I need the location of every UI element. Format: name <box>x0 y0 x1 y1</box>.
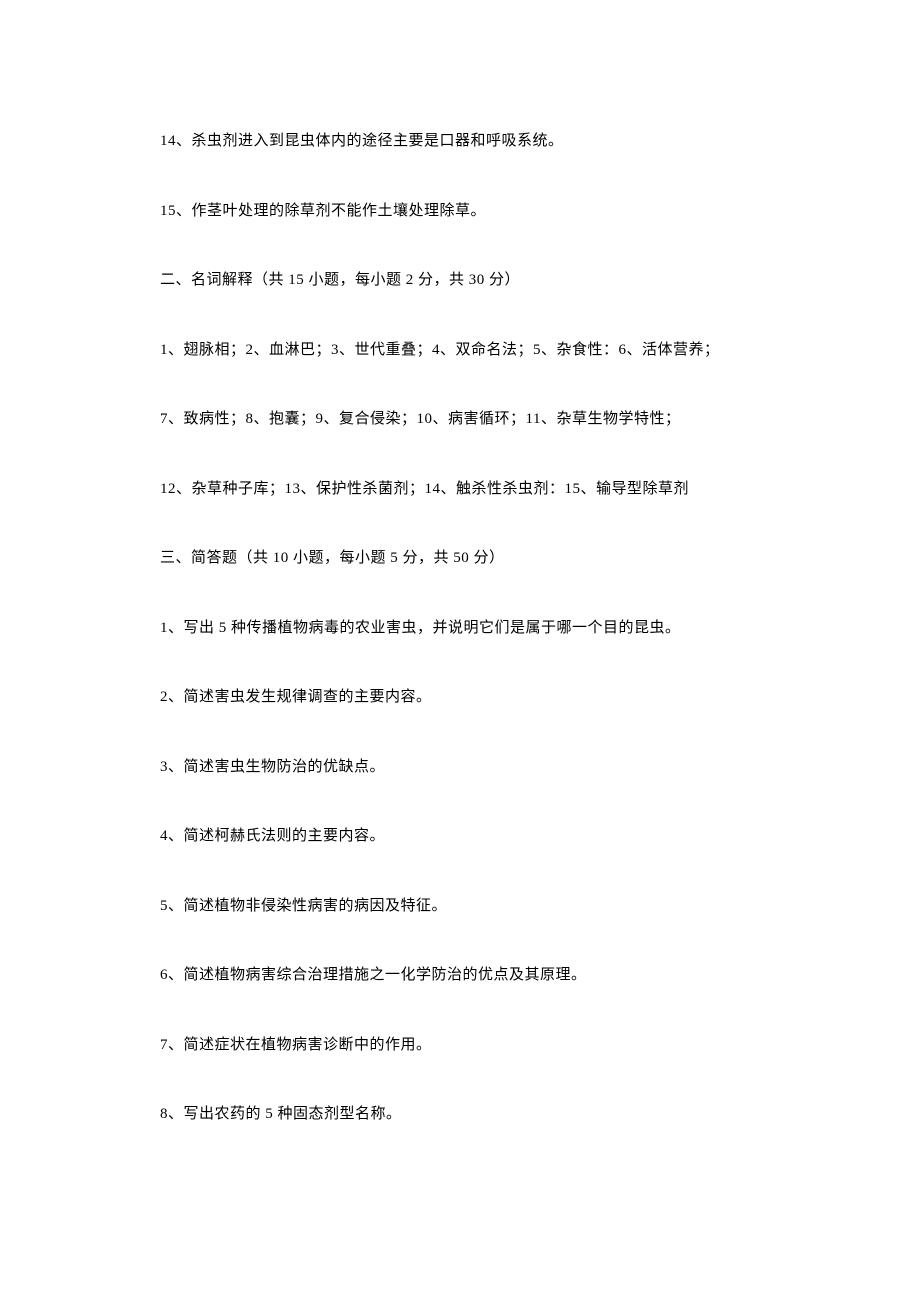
section-heading: 三、简答题（共 10 小题，每小题 5 分，共 50 分） <box>160 547 760 570</box>
text-line: 8、写出农药的 5 种固态剂型名称。 <box>160 1103 760 1126</box>
text-line: 14、杀虫剂进入到昆虫体内的途径主要是口器和呼吸系统。 <box>160 130 760 153</box>
text-line: 15、作茎叶处理的除草剂不能作土壤处理除草。 <box>160 200 760 223</box>
text-line: 1、翅脉相；2、血淋巴；3、世代重叠；4、双命名法；5、杂食性：6、活体营养； <box>160 339 760 362</box>
text-line: 6、简述植物病害综合治理措施之一化学防治的优点及其原理。 <box>160 964 760 987</box>
text-line: 7、致病性；8、抱囊；9、复合侵染；10、病害循环；11、杂草生物学特性； <box>160 408 760 431</box>
text-line: 1、写出 5 种传播植物病毒的农业害虫，并说明它们是属于哪一个目的昆虫。 <box>160 617 760 640</box>
text-line: 3、简述害虫生物防治的优缺点。 <box>160 756 760 779</box>
text-line: 12、杂草种子库；13、保护性杀菌剂；14、触杀性杀虫剂：15、输导型除草剂 <box>160 478 760 501</box>
section-heading: 二、名词解释（共 15 小题，每小题 2 分，共 30 分） <box>160 269 760 292</box>
text-line: 4、简述柯赫氏法则的主要内容。 <box>160 825 760 848</box>
text-line: 5、简述植物非侵染性病害的病因及特征。 <box>160 895 760 918</box>
text-line: 7、简述症状在植物病害诊断中的作用。 <box>160 1034 760 1057</box>
text-line: 2、简述害虫发生规律调查的主要内容。 <box>160 686 760 709</box>
